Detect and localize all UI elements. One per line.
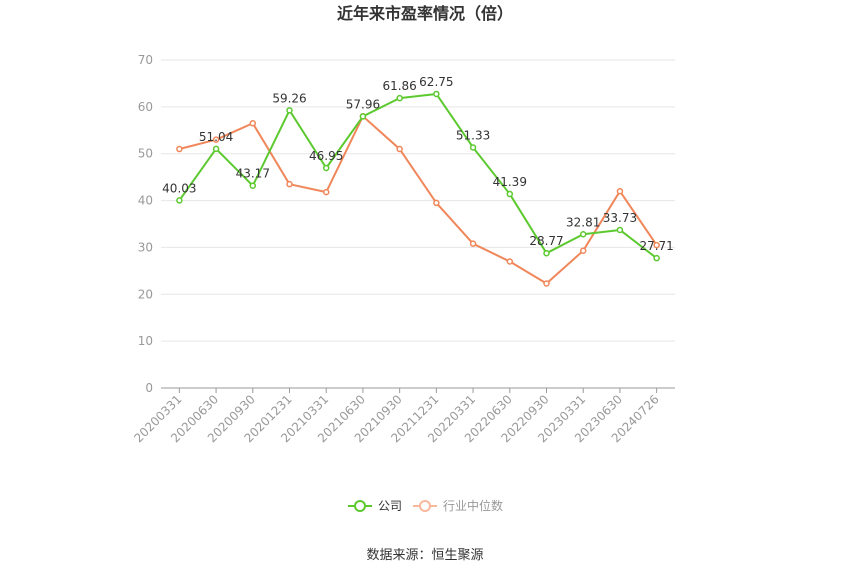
industry-median-point[interactable] <box>322 188 330 196</box>
company-data-label: 57.96 <box>346 97 380 111</box>
company-data-label: 28.77 <box>529 234 563 248</box>
industry-median-point[interactable] <box>579 247 587 254</box>
company-point[interactable] <box>322 164 330 172</box>
industry-median-point[interactable] <box>653 241 660 249</box>
industry-median-point[interactable] <box>616 187 624 195</box>
company-point[interactable] <box>176 197 183 204</box>
y-tick-label: 30 <box>138 240 153 254</box>
company-data-label: 51.04 <box>199 130 233 144</box>
company-data-label: 41.39 <box>493 175 527 189</box>
company-point[interactable] <box>212 145 220 153</box>
company-point[interactable] <box>433 90 440 98</box>
company-point[interactable] <box>249 182 257 189</box>
company-point[interactable] <box>543 249 550 257</box>
legend-industry-marker <box>419 500 431 512</box>
industry-median-point[interactable] <box>396 145 403 153</box>
industry-median-point[interactable] <box>212 136 220 143</box>
industry-median-point[interactable] <box>506 258 514 265</box>
legend-item-company[interactable]: 公司 <box>348 499 402 513</box>
legend-industry-label: 行业中位数 <box>443 498 503 513</box>
industry-median-point[interactable] <box>249 120 257 127</box>
company-data-label: 33.73 <box>603 211 637 225</box>
company-data-label: 59.26 <box>272 91 306 105</box>
y-tick-label: 40 <box>138 194 153 208</box>
y-tick-label: 60 <box>138 100 153 114</box>
chart-title: 近年来市盈率情况（倍） <box>337 4 513 23</box>
company-data-label: 43.17 <box>236 167 270 181</box>
company-data-label: 51.33 <box>456 128 490 142</box>
company-point[interactable] <box>286 107 293 114</box>
industry-median-point[interactable] <box>469 240 477 247</box>
y-tick-label: 20 <box>138 287 153 301</box>
grid-lines <box>161 59 675 342</box>
industry-median-point[interactable] <box>176 145 183 153</box>
data-source: 数据来源：恒生聚源 <box>366 548 483 563</box>
company-data-label: 32.81 <box>566 215 600 229</box>
company-data-label: 61.86 <box>382 79 416 93</box>
industry-median-point[interactable] <box>433 199 440 207</box>
company-point[interactable] <box>653 254 660 262</box>
company-point[interactable] <box>506 190 514 198</box>
company-point[interactable] <box>469 144 477 151</box>
industry-median-line <box>179 115 658 285</box>
company-point[interactable] <box>579 231 587 238</box>
industry-median-point[interactable] <box>543 280 550 287</box>
y-tick-label: 0 <box>145 381 153 395</box>
y-tick-label: 10 <box>138 334 153 348</box>
legend-company-marker <box>354 500 366 512</box>
company-line <box>178 92 658 259</box>
legend-item-industry-median[interactable]: 行业中位数 <box>413 498 503 513</box>
company-point[interactable] <box>396 94 403 102</box>
series-group <box>176 90 660 287</box>
legend-company-label: 公司 <box>378 499 402 513</box>
company-data-label: 27.71 <box>639 239 673 253</box>
company-point[interactable] <box>359 113 367 120</box>
company-point[interactable] <box>616 226 624 234</box>
company-data-label: 62.75 <box>419 75 453 89</box>
legend: 公司 行业中位数 <box>348 498 503 513</box>
y-tick-label: 50 <box>138 147 153 161</box>
x-axis: 2020033120200630202009302020123120210331… <box>131 387 675 445</box>
company-data-label: 40.03 <box>162 181 196 195</box>
company-data-label: 46.95 <box>309 149 343 163</box>
industry-median-point[interactable] <box>286 180 293 188</box>
y-tick-label: 70 <box>138 53 153 67</box>
y-axis: 0 10 20 30 40 50 60 70 <box>138 53 153 395</box>
